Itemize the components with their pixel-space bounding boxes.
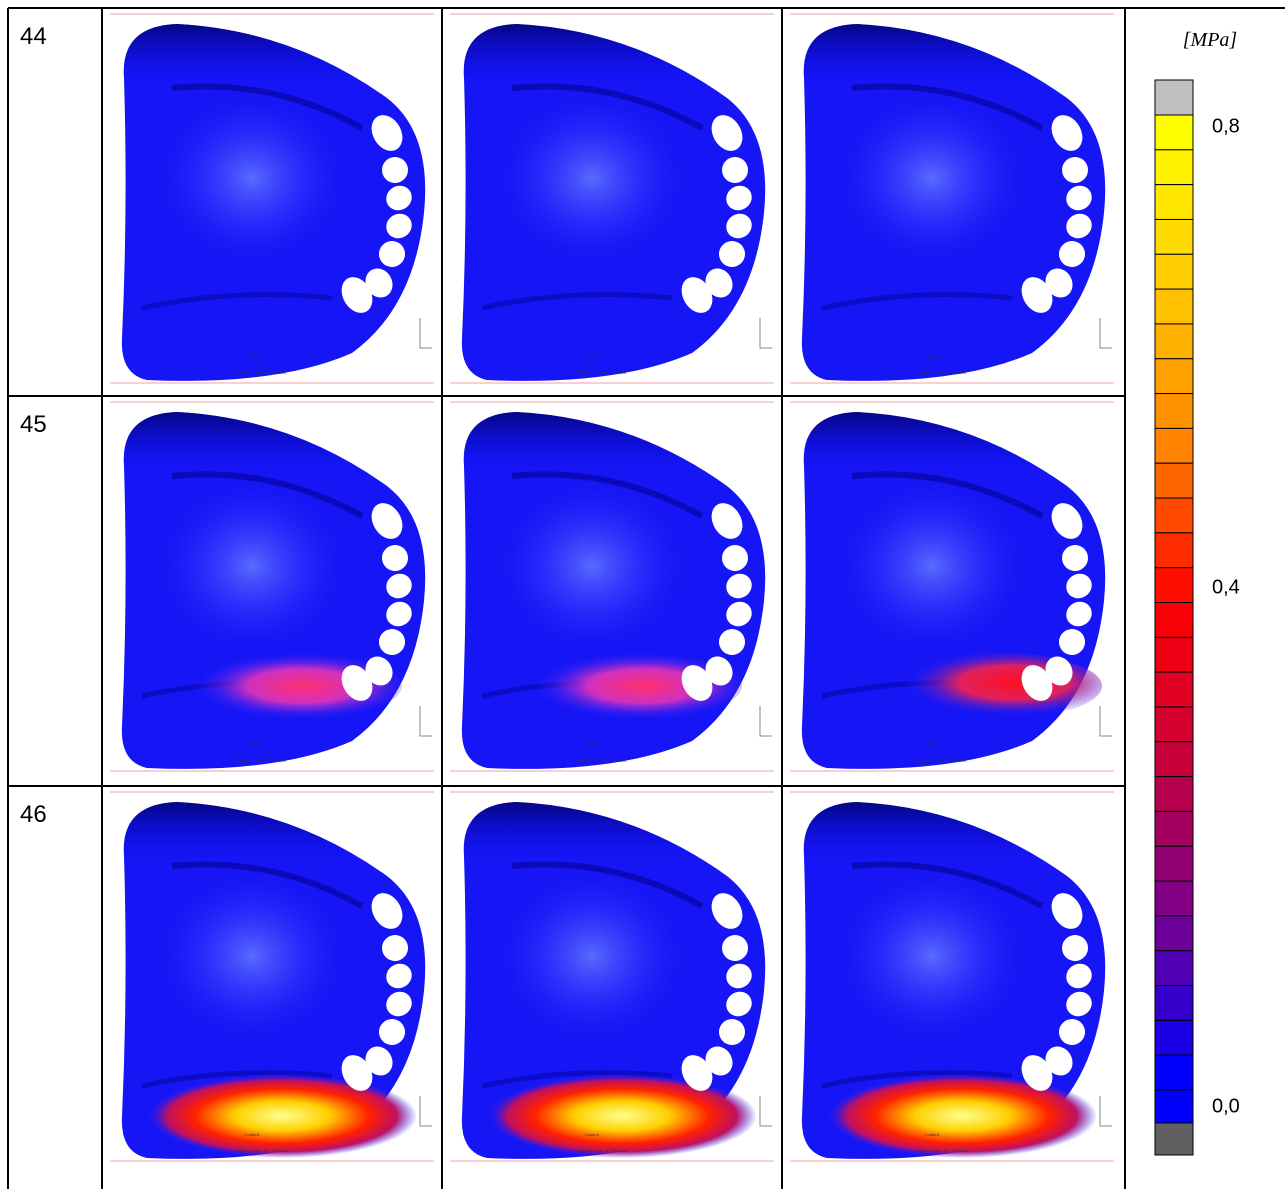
legend-band [1154, 288, 1194, 325]
legend-band [1154, 114, 1194, 151]
image-sublabel: Loaded [585, 743, 600, 748]
legend-band [1154, 184, 1194, 220]
legend-band [1154, 497, 1194, 534]
row-label: 46 [20, 801, 47, 828]
image-sublabel: Loaded [925, 355, 940, 360]
legend-band [1154, 218, 1194, 255]
fem-image: Loaded Equivalent of Stress [450, 791, 774, 1162]
legend-band [1154, 636, 1194, 673]
legend-band [1154, 706, 1194, 743]
legend-band [1154, 1089, 1194, 1124]
legend-band [1154, 1019, 1194, 1056]
legend-band [1154, 985, 1194, 1021]
image-sublabel: Loaded [245, 743, 260, 748]
legend-band [1154, 532, 1194, 569]
fem-image: Loaded Equivalent of Stress [790, 13, 1114, 384]
legend-band [1154, 950, 1194, 987]
image-caption: Equivalent of Stress [578, 759, 627, 764]
image-caption: Equivalent of Stress [238, 759, 287, 764]
image-caption: Equivalent of Stress [918, 759, 967, 764]
legend-cap-top [1154, 79, 1194, 116]
legend-band [1154, 393, 1194, 429]
legend-band [1154, 358, 1194, 395]
image-caption: Equivalent of Stress [918, 371, 967, 376]
legend-band [1154, 427, 1194, 464]
legend-band [1154, 462, 1194, 499]
legend-band [1154, 1054, 1194, 1091]
image-caption: Equivalent of Stress [238, 371, 287, 376]
image-sublabel: Loaded [585, 355, 600, 360]
image-caption: Equivalent of Stress [238, 1149, 287, 1154]
legend-band [1154, 776, 1194, 812]
image-sublabel: Loaded [245, 1133, 260, 1138]
image-caption: Equivalent of Stress [578, 1149, 627, 1154]
legend-band [1154, 567, 1194, 604]
fem-image: Loaded Equivalent of Stress [450, 401, 774, 772]
legend-label: 0,0 [1212, 1095, 1240, 1117]
fem-image: Loaded Equivalent of Stress [110, 791, 434, 1162]
color-legend: [MPa] 0,8 0,4 0,0 [1154, 29, 1240, 1156]
image-sublabel: Loaded [585, 1133, 600, 1138]
legend-band [1154, 149, 1194, 186]
fem-image: Loaded Equivalent of Stress [450, 13, 774, 384]
row-label: 44 [20, 23, 47, 50]
legend-band [1154, 810, 1194, 847]
legend-band [1154, 323, 1194, 360]
legend-band [1154, 845, 1194, 882]
legend-label: 0,4 [1212, 576, 1240, 598]
fem-image: Loaded Equivalent of Stress [110, 13, 434, 384]
table-grid [7, 7, 1285, 1189]
image-sublabel: Loaded [925, 1133, 940, 1138]
row-label: 45 [20, 411, 47, 438]
legend-band [1154, 741, 1194, 778]
legend-band [1154, 602, 1194, 638]
image-caption: Equivalent of Stress [918, 1149, 967, 1154]
image-sublabel: Loaded [925, 743, 940, 748]
legend-label: 0,8 [1212, 115, 1240, 137]
image-caption: Equivalent of Stress [578, 371, 627, 376]
image-sublabel: Loaded [245, 355, 260, 360]
legend-band [1154, 671, 1194, 708]
legend-band [1154, 253, 1194, 290]
legend-cap-bottom [1154, 1122, 1194, 1156]
legend-band [1154, 915, 1194, 952]
fem-image: Loaded Equivalent of Stress [110, 401, 434, 772]
legend-band [1154, 880, 1194, 917]
fem-image: Loaded Equivalent of Stress [790, 791, 1114, 1162]
fem-image: Loaded Equivalent of Stress [790, 401, 1114, 772]
legend-unit: [MPa] [1183, 29, 1237, 51]
